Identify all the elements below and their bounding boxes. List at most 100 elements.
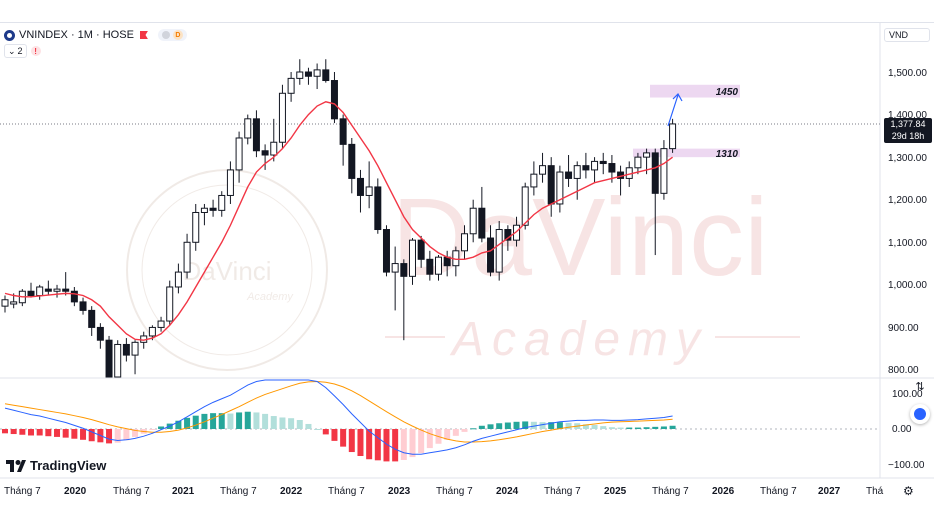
candle-body-up (53, 288, 61, 292)
histogram-bar (270, 416, 277, 429)
alert-badge[interactable]: ! (30, 46, 41, 56)
histogram-bar (643, 427, 650, 429)
time-tick: Thá (866, 486, 884, 497)
time-tick: Tháng 7 (113, 486, 150, 497)
histogram-bar (2, 429, 8, 434)
gear-icon[interactable]: ⚙ (903, 484, 914, 498)
indicator-controls: ⌄ 2 ! (4, 44, 41, 58)
candle-body-down (374, 186, 382, 231)
candle-body-down (330, 80, 338, 120)
candle-body-up (634, 156, 642, 169)
face-icon[interactable] (910, 404, 930, 424)
histogram-bar (36, 429, 43, 436)
candle (88, 306, 96, 336)
candle (582, 152, 590, 179)
macd-histogram (2, 411, 676, 462)
candle-body-up (539, 165, 547, 175)
candle (278, 84, 286, 149)
projection-arrow[interactable] (667, 93, 683, 127)
time-tick: Tháng 7 (760, 486, 797, 497)
zone-1450[interactable] (650, 84, 740, 98)
symbol-title[interactable]: VNINDEX · 1M · HOSE (19, 29, 134, 41)
histogram-bar (149, 429, 156, 431)
candle-body-down (79, 301, 87, 311)
watermark-sub: Academy (449, 313, 708, 366)
current-price-value: 1,377.84 (890, 119, 926, 129)
price-tick: 1,500.00 (888, 68, 927, 79)
histogram-bar (392, 429, 399, 462)
time-tick: Tháng 7 (652, 486, 689, 497)
candle-body-up (157, 320, 165, 328)
histogram-bar (548, 422, 555, 429)
candle-body-up (1, 299, 9, 307)
projection-arrow-shaft (667, 94, 679, 127)
histogram-bar (28, 429, 35, 436)
candle (27, 282, 35, 298)
candle-body-up (114, 343, 122, 378)
candle (556, 165, 564, 213)
candle (391, 246, 399, 311)
candle (183, 233, 191, 279)
symbol-legend[interactable]: VNINDEX · 1M · HOSE D (4, 28, 187, 42)
histogram-bar (322, 429, 329, 435)
histogram-bar (45, 429, 52, 437)
zone-label: 1310 (716, 149, 739, 160)
zone-1310[interactable] (633, 148, 740, 158)
histogram-bar (210, 413, 217, 429)
histogram-bar (288, 418, 295, 429)
candle (157, 316, 165, 332)
histogram-bar (279, 417, 286, 429)
histogram-bar (487, 424, 494, 429)
indicators-toggle-button[interactable]: ⌄ 2 (4, 44, 27, 58)
histogram-bar (71, 429, 78, 439)
candle-body-down (322, 69, 330, 82)
currency-select[interactable]: VND (884, 28, 930, 42)
candle (209, 199, 217, 217)
candle (44, 280, 52, 296)
price-tick: 1,100.00 (888, 238, 927, 249)
histogram-bar (444, 429, 451, 440)
countdown-value: 29d 18h (891, 131, 925, 141)
candle-body-up (521, 186, 529, 226)
time-tick: 2024 (496, 486, 519, 497)
histogram-bar (132, 429, 139, 437)
time-tick: 2022 (280, 486, 303, 497)
macd-tick: 0.00 (892, 424, 912, 435)
candle (356, 169, 364, 213)
histogram-bar (582, 424, 589, 429)
histogram-bar (158, 426, 165, 429)
current-price-tag: 1,377.84 29d 18h (884, 118, 932, 143)
candle (36, 284, 44, 300)
candle-body-down (122, 343, 130, 356)
swap-icon[interactable]: ⇅ (915, 380, 925, 393)
candle-body-up (270, 141, 278, 156)
candle (408, 238, 416, 285)
tv-logo-icon (6, 459, 26, 472)
histogram-bar (296, 420, 303, 429)
histogram-bar (617, 427, 624, 429)
histogram-bar (608, 427, 615, 429)
histogram-bar (348, 429, 355, 453)
time-axis: Tháng 7 2020 Tháng 7 2021 Tháng 7 2022 T… (4, 486, 884, 497)
histogram-bar (556, 422, 563, 429)
price-tick: 900.00 (888, 323, 919, 334)
candle-body-down (96, 326, 104, 341)
candle (96, 323, 104, 349)
histogram-bar (88, 429, 95, 442)
candle-body-down (356, 177, 364, 196)
candle (270, 118, 278, 162)
price-zones[interactable]: 1450 1310 (633, 84, 740, 160)
candle-body-down (88, 309, 96, 328)
flag-icon[interactable] (139, 31, 148, 39)
time-tick: Tháng 7 (328, 486, 365, 497)
candle (669, 118, 677, 153)
price-tick: 1,000.00 (888, 280, 927, 291)
candle-body-down (504, 229, 512, 241)
candle (435, 255, 442, 281)
zone-label: 1450 (716, 87, 739, 98)
candle (591, 157, 599, 183)
session-pill[interactable]: D (157, 29, 187, 41)
candle-body-up (200, 207, 208, 213)
time-tick: Tháng 7 (4, 486, 41, 497)
